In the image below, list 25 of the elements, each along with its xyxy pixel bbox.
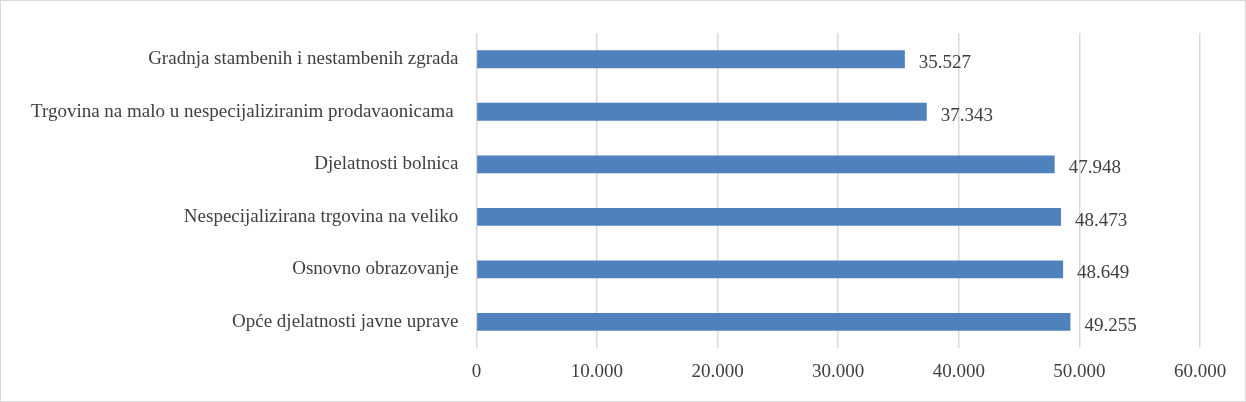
data-label: 48.649: [1077, 261, 1130, 283]
bar: [477, 102, 927, 121]
y-tick-label: Osnovno obrazovanje: [292, 257, 459, 279]
x-tick-label: 20.000: [691, 359, 744, 381]
bar: [477, 50, 905, 69]
x-tick-label: 50.000: [1053, 359, 1106, 381]
data-label: 49.255: [1084, 313, 1137, 335]
y-tick-label: Gradnja stambenih i nestambenih zgrada: [148, 47, 459, 69]
data-label: 37.343: [940, 103, 993, 125]
y-tick-label: Opće djelatnosti javne uprave: [232, 309, 459, 331]
x-tick-label: 30.000: [812, 359, 865, 381]
bar: [477, 313, 1071, 331]
data-label: 48.473: [1074, 208, 1128, 230]
y-tick-label: Djelatnosti bolnica: [314, 152, 459, 174]
x-tick-label: 60.000: [1173, 359, 1227, 381]
x-tick-label: 10.000: [570, 359, 624, 381]
data-label: 47.948: [1068, 156, 1121, 178]
data-label: 35.527: [918, 51, 972, 73]
bar: [477, 155, 1055, 174]
x-tick-label: 40.000: [932, 359, 985, 381]
bar: [477, 207, 1061, 226]
y-tick-label: Nespecijalizirana trgovina na veliko: [183, 204, 459, 226]
x-tick-label: 0: [471, 359, 482, 381]
y-tick-label: Trgovina na malo u nespecijaliziranim prodavaonicama: [30, 99, 459, 121]
bar: [477, 260, 1064, 279]
